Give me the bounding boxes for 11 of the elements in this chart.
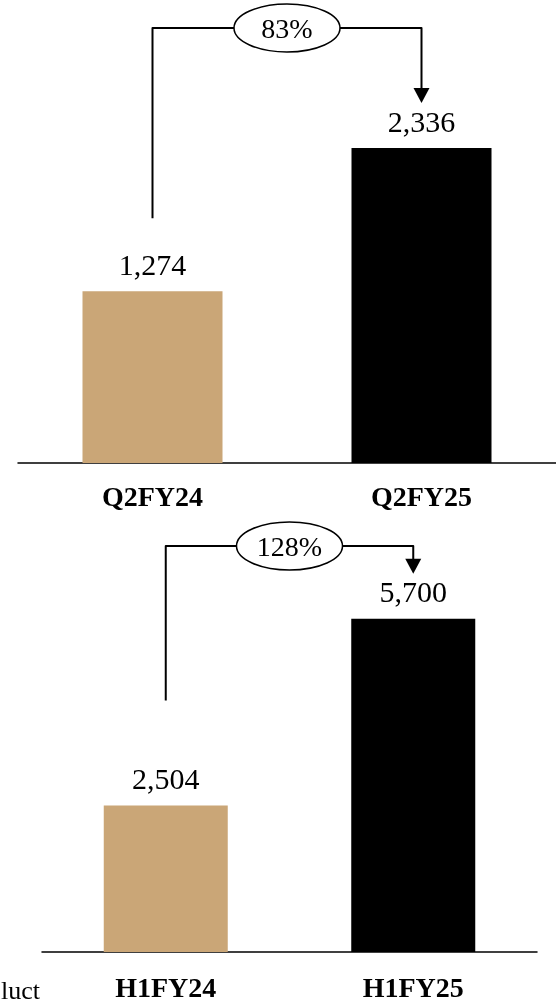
data-label: 5,700 [379, 575, 447, 609]
text: 83% [261, 12, 313, 44]
data-label: 1,274 [118, 247, 187, 281]
x-tick-label: H1FY25 [362, 971, 464, 1003]
data-label: 2,504 [132, 762, 200, 796]
x-tick-label: Q2FY25 [370, 480, 473, 512]
x-tick-label: Q2FY24 [101, 480, 204, 512]
x-tick-label: H1FY24 [115, 971, 217, 1003]
text: luct [1, 975, 41, 1005]
text: 128% [256, 530, 323, 562]
data-label: 2,336 [387, 104, 456, 138]
